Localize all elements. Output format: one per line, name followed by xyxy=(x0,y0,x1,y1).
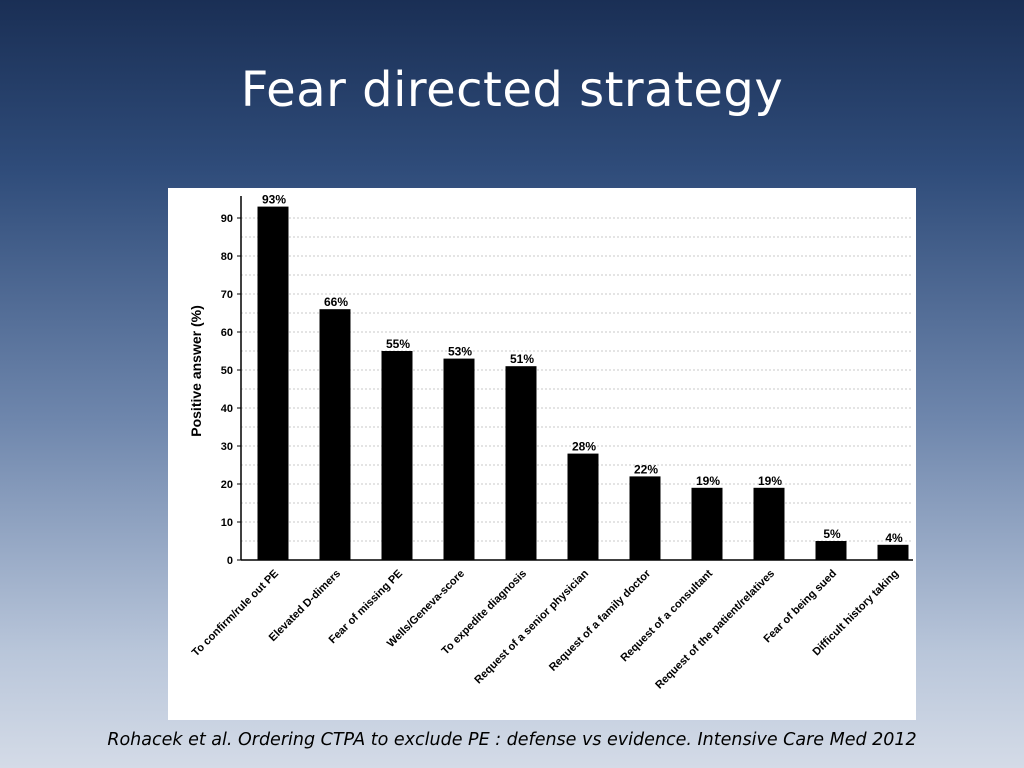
bar xyxy=(319,309,351,560)
bars xyxy=(257,206,909,560)
data-label: 93% xyxy=(262,193,286,207)
y-tick-label: 10 xyxy=(221,517,233,529)
data-label: 51% xyxy=(510,352,534,366)
y-axis-label: Positive answer (%) xyxy=(188,305,204,437)
y-tick-label: 70 xyxy=(221,289,233,301)
y-tick-label: 0 xyxy=(227,555,233,567)
x-tick-label: Request of a senior physician xyxy=(472,567,591,686)
data-label: 19% xyxy=(758,474,782,488)
data-label: 4% xyxy=(885,531,903,545)
bar xyxy=(691,487,723,560)
data-label: 28% xyxy=(572,440,596,454)
bar xyxy=(753,487,785,560)
chart-panel: 93% 66% 55% 53% 51% 28% 22% 19% 19% 5% 4% 0 10 20 30 4… xyxy=(168,188,916,720)
bar xyxy=(877,544,909,560)
citation: Rohacek et al. Ordering CTPA to exclude … xyxy=(107,730,917,750)
data-labels: 93% 66% 55% 53% 51% 28% 22% 19% 19% 5% 4% xyxy=(262,193,903,545)
y-tick-label: 30 xyxy=(221,441,233,453)
y-tick-label: 50 xyxy=(221,365,233,377)
data-label: 22% xyxy=(634,462,658,476)
slide-title: Fear directed strategy xyxy=(240,62,784,118)
tick-labels: 0 10 20 30 40 50 60 70 80 90 To confirm/rule out P… xyxy=(190,213,901,692)
x-tick-label: To confirm/rule out PE xyxy=(190,568,281,659)
data-label: 5% xyxy=(823,527,841,541)
bar xyxy=(381,351,413,560)
bar xyxy=(629,476,661,560)
x-tick-label: Request of a family doctor xyxy=(547,567,654,674)
y-tick-label: 40 xyxy=(221,403,233,415)
data-label: 53% xyxy=(448,345,472,359)
grid-lines xyxy=(241,217,913,542)
data-label: 55% xyxy=(386,337,410,351)
bar xyxy=(567,453,599,560)
y-tick-label: 60 xyxy=(221,327,233,339)
bar xyxy=(815,541,847,560)
bar xyxy=(257,206,289,560)
y-tick-label: 20 xyxy=(221,479,233,491)
y-tick-label: 80 xyxy=(221,251,233,263)
data-label: 66% xyxy=(324,295,348,309)
bar xyxy=(443,358,475,560)
x-tick-label: Request of the patient/relatives xyxy=(653,568,777,692)
y-tick-label: 90 xyxy=(221,213,233,225)
bar xyxy=(505,366,537,560)
bar-chart: 93% 66% 55% 53% 51% 28% 22% 19% 19% 5% 4% 0 10 20 30 4… xyxy=(188,193,913,692)
data-label: 19% xyxy=(696,474,720,488)
